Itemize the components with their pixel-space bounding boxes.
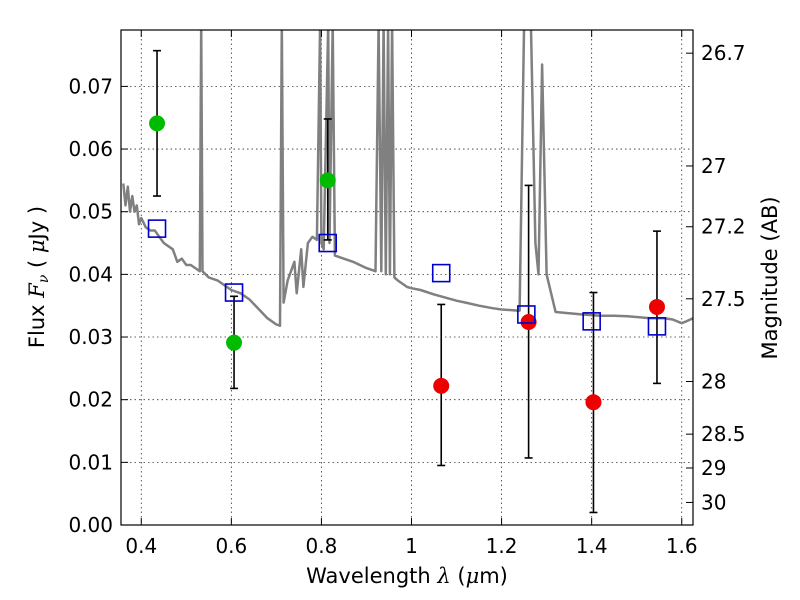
y2-tick-label: 27 [701, 154, 726, 178]
model-photometry-square [318, 233, 338, 253]
y-tick-label: 0.06 [68, 137, 113, 161]
x-axis-label: Wavelength λ (μm) [306, 564, 508, 588]
y-tick-label: 0.00 [68, 513, 113, 537]
grid [121, 30, 693, 526]
y-tick-label: 0.02 [68, 388, 113, 412]
y2-axis-label: Magnitude (AB) [758, 196, 782, 359]
y-tick-label: 0.05 [68, 200, 113, 224]
model-photometry-square [582, 312, 601, 331]
optical-data-point [319, 172, 336, 189]
y2-tick-label: 30 [701, 490, 726, 514]
optical-data-point [149, 115, 166, 132]
model-spectrum-line [122, 30, 693, 327]
nir-data-point [520, 313, 537, 330]
y-tick-label: 0.07 [68, 74, 113, 98]
nir-data-point [433, 377, 450, 394]
nir-data-point [648, 298, 665, 315]
x-tick-label: 0.8 [306, 534, 338, 558]
plot-frame [120, 29, 694, 526]
y2-tick-label: 28 [701, 370, 726, 394]
y-tick-label: 0.03 [68, 325, 113, 349]
optical-data-point [226, 334, 243, 351]
x-tick-label: 1.6 [666, 534, 698, 558]
y2-tick-label: 27.5 [701, 287, 746, 311]
model-photometry-square [431, 263, 451, 283]
y-tick-label: 0.01 [68, 450, 113, 474]
x-tick-label: 1 [405, 534, 418, 558]
ticks: 0.4 0.6 0.8 1 1.2 1.4 1.6 0.00 0.01 0.02 0.03 0.04 0… [68, 30, 746, 558]
plot-area [122, 30, 693, 514]
y2-tick-label: 29 [701, 456, 726, 480]
y2-tick-label: 27.2 [701, 215, 746, 239]
model-photometry-square [224, 283, 244, 302]
model-photometry-square [647, 317, 667, 336]
x-tick-label: 0.6 [215, 534, 247, 558]
model-photometry-square [517, 305, 536, 324]
y2-tick-label: 28.5 [701, 422, 746, 446]
x-tick-label: 0.4 [125, 534, 157, 558]
nir-data-point [585, 394, 602, 411]
x-tick-label: 1.4 [576, 534, 608, 558]
y-tick-label: 0.04 [68, 262, 113, 286]
model-photometry-square [147, 219, 167, 238]
y2-tick-label: 26.7 [701, 41, 746, 65]
x-tick-label: 1.2 [486, 534, 518, 558]
